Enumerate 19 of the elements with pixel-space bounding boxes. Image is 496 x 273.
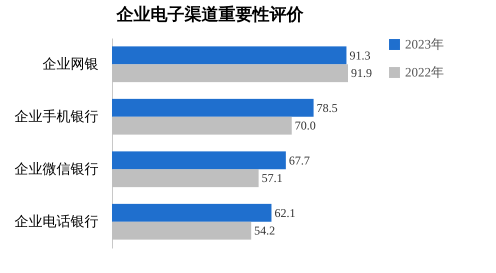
legend-label: 2022年 [405, 64, 444, 80]
y-tick-label: 企业网银 [42, 56, 98, 72]
data-label: 91.9 [351, 66, 372, 80]
legend-label: 2023年 [405, 36, 444, 52]
data-label: 62.1 [274, 206, 296, 220]
bar [112, 151, 286, 170]
data-label: 70.0 [294, 118, 316, 133]
data-label: 91.3 [349, 48, 370, 62]
y-tick-label: 企业手机银行 [14, 108, 98, 125]
data-label: 78.5 [316, 100, 338, 115]
y-tick-label: 企业微信银行 [14, 161, 98, 178]
bar [112, 98, 314, 117]
data-label: 67.7 [288, 153, 310, 168]
bar [112, 46, 346, 64]
data-label: 57.1 [262, 171, 283, 186]
bar [112, 204, 272, 222]
data-label: 54.2 [254, 224, 276, 238]
chart-title: 企业电子渠道重要性评价 [116, 5, 304, 24]
y-tick-label: 企业电话银行 [14, 214, 98, 230]
